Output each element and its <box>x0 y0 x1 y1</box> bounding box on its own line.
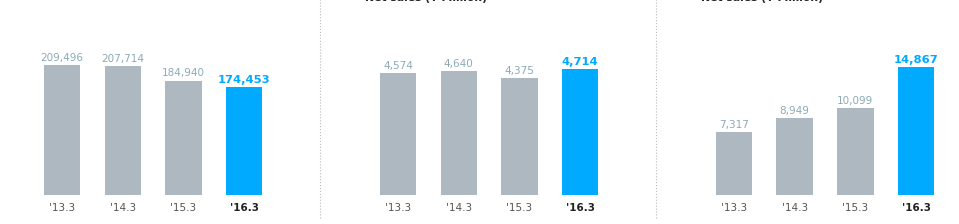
Text: 4,574: 4,574 <box>383 61 413 71</box>
Text: 10,099: 10,099 <box>837 96 874 106</box>
Bar <box>837 108 874 195</box>
Text: 7,317: 7,317 <box>719 120 749 130</box>
Text: 184,940: 184,940 <box>162 68 205 78</box>
Text: 14,867: 14,867 <box>894 55 939 65</box>
Bar <box>165 81 201 195</box>
Bar <box>44 65 81 195</box>
Text: 4,375: 4,375 <box>504 66 534 76</box>
Bar <box>502 78 538 195</box>
Bar <box>715 132 752 195</box>
Bar <box>562 69 598 195</box>
Text: 4,714: 4,714 <box>562 57 598 67</box>
Bar <box>380 73 416 195</box>
Text: 4,640: 4,640 <box>444 59 474 69</box>
Bar <box>777 118 813 195</box>
Bar <box>898 67 934 195</box>
Text: 8,949: 8,949 <box>780 106 809 116</box>
Text: Automobile purchase and sales:
Net sales (¥ Million): Automobile purchase and sales: Net sales… <box>701 0 897 3</box>
Text: 207,714: 207,714 <box>102 54 145 64</box>
Text: 209,496: 209,496 <box>40 53 83 63</box>
Bar <box>226 87 263 195</box>
Text: Statutory safety inspections and maintenance:
Net sales (¥ Million): Statutory safety inspections and mainten… <box>364 0 652 3</box>
Text: 174,453: 174,453 <box>218 75 270 85</box>
Bar <box>105 67 141 195</box>
Bar <box>440 71 477 195</box>
